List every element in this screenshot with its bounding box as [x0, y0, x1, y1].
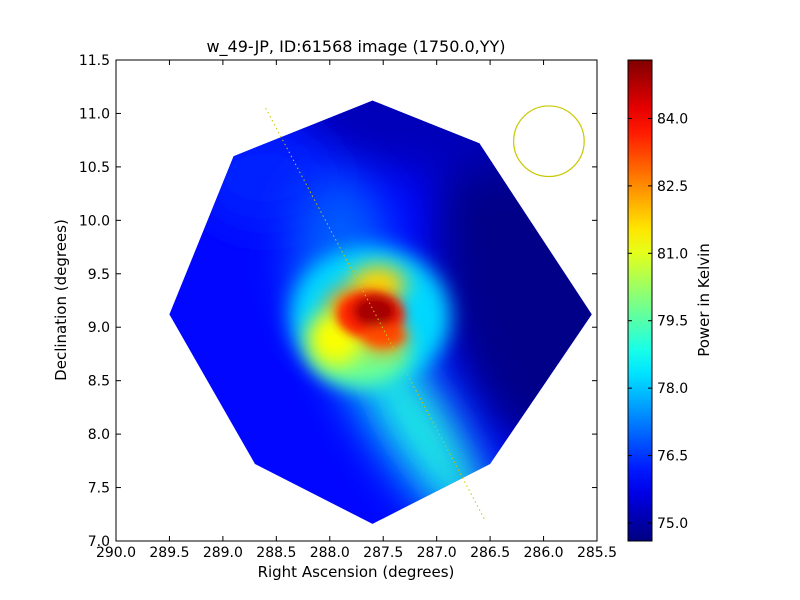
- colorbar: 75.0 76.5 78.0 79.5 81.0 82.5 84.0 Power in Ke…: [627, 59, 713, 542]
- y-tick-label: 8.5: [88, 374, 110, 390]
- x-tick-label: 289.0: [203, 545, 243, 561]
- x-tick-label: 289.5: [149, 545, 189, 561]
- y-tick-label: 8.0: [88, 427, 110, 443]
- y-tick-label: 11.5: [79, 53, 110, 69]
- y-tick-label: 7.5: [88, 481, 110, 497]
- y-axis-label: Declination (degrees): [52, 219, 70, 381]
- beam-circle: [513, 105, 585, 178]
- y-tick-label: 7.0: [88, 534, 110, 550]
- y-tick-label: 9.0: [88, 320, 110, 336]
- chart-title: w_49-JP, ID:61568 image (1750.0,YY): [206, 37, 505, 57]
- x-tick-label: 287.0: [417, 545, 457, 561]
- y-tick-label: 10.0: [79, 213, 110, 229]
- x-tick-label: 288.5: [256, 545, 296, 561]
- plot-frame: [115, 59, 598, 542]
- colorbar-tick-label: 82.5: [657, 179, 688, 195]
- galactic-plane-line: [265, 107, 486, 520]
- colorbar-tick-label: 75.0: [657, 516, 688, 532]
- x-tick-label: 288.0: [310, 545, 350, 561]
- colorbar-tick-label: 79.5: [657, 314, 688, 330]
- colorbar-tick-label: 84.0: [657, 111, 688, 127]
- y-tick-label: 9.5: [88, 267, 110, 283]
- x-tick-label: 286.0: [524, 545, 564, 561]
- x-tick-label: 287.5: [363, 545, 403, 561]
- x-tick-label: 290.0: [96, 545, 136, 561]
- colorbar-label: Power in Kelvin: [695, 243, 713, 357]
- colorbar-scale: [627, 59, 653, 542]
- y-tick-label: 10.5: [79, 160, 110, 176]
- colorbar-tick-label: 81.0: [657, 246, 688, 262]
- y-tick-label: 11.0: [79, 106, 110, 122]
- x-tick-label: 285.5: [577, 545, 617, 561]
- plot-area: 290.0 289.5 289.0 288.5 288.0 287.5 287.0 286.5…: [79, 53, 617, 561]
- colorbar-tick-label: 76.5: [657, 449, 688, 465]
- x-axis-label: Right Ascension (degrees): [258, 563, 455, 581]
- colorbar-tick-label: 78.0: [657, 381, 688, 397]
- x-tick-label: 286.5: [470, 545, 510, 561]
